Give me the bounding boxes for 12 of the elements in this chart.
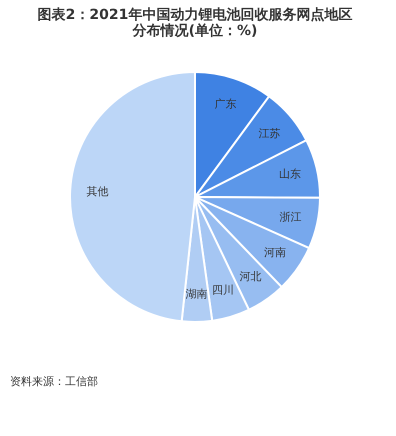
slice-label: 河南 bbox=[264, 246, 286, 260]
slice-label: 四川 bbox=[212, 283, 234, 296]
slice-label: 江苏 bbox=[258, 126, 280, 140]
slice-label: 山东 bbox=[278, 168, 301, 181]
slice-label: 湖南 bbox=[186, 287, 208, 300]
text: 图表2：2021年中国动力锂电池回收服务网点地区 bbox=[38, 7, 352, 23]
slice-label: 广东 bbox=[214, 97, 236, 110]
slice-label: 浙江 bbox=[279, 210, 302, 224]
text: 资料来源：工信部 bbox=[10, 375, 98, 388]
slice-label: 河北 bbox=[240, 270, 262, 284]
text: 分布情况(单位：%) bbox=[132, 23, 258, 39]
slice-label: 其他 bbox=[86, 184, 109, 198]
